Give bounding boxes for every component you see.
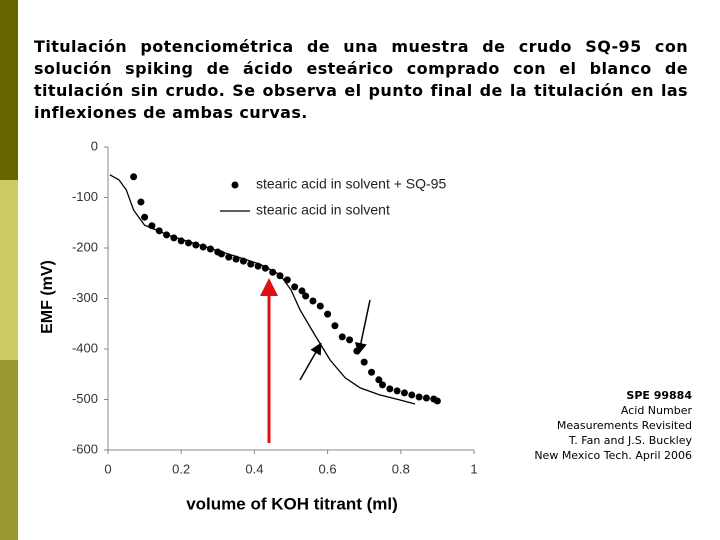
x-tick-label: 0.4 bbox=[245, 461, 263, 476]
x-tick-label: 0 bbox=[104, 461, 111, 476]
y-tick-label: -300 bbox=[72, 290, 98, 305]
citation-line: T. Fan and J.S. Buckley bbox=[568, 434, 692, 447]
data-point bbox=[316, 302, 324, 310]
y-tick-label: -400 bbox=[72, 340, 98, 355]
citation-line: Acid Number bbox=[620, 404, 692, 417]
x-tick-label: 0.8 bbox=[392, 461, 410, 476]
data-point bbox=[433, 397, 441, 405]
data-point bbox=[400, 389, 408, 397]
arrow bbox=[299, 342, 322, 381]
data-point bbox=[324, 310, 332, 318]
data-point bbox=[130, 173, 138, 181]
data-point bbox=[393, 387, 401, 395]
data-point bbox=[353, 347, 361, 355]
data-point bbox=[291, 283, 299, 291]
series-line bbox=[109, 174, 416, 405]
data-point bbox=[331, 322, 339, 330]
x-axis-label: volume of KOH titrant (ml) bbox=[186, 494, 398, 513]
data-point bbox=[408, 391, 416, 399]
y-tick-label: -100 bbox=[72, 189, 98, 204]
y-tick-label: -200 bbox=[72, 239, 98, 254]
x-tick-label: 0.2 bbox=[172, 461, 190, 476]
arrow bbox=[354, 299, 371, 355]
y-tick-label: 0 bbox=[91, 138, 98, 153]
data-point bbox=[225, 253, 233, 261]
data-point bbox=[422, 394, 430, 402]
legend-label: stearic acid in solvent + SQ-95 bbox=[256, 176, 446, 192]
data-point bbox=[368, 368, 376, 376]
data-point bbox=[346, 336, 354, 344]
x-tick-label: 0.6 bbox=[319, 461, 337, 476]
y-tick-label: -600 bbox=[72, 441, 98, 456]
data-point bbox=[141, 213, 149, 221]
data-point bbox=[298, 287, 306, 295]
data-point bbox=[309, 297, 317, 305]
data-point bbox=[379, 381, 386, 389]
citation-line: Measurements Revisited bbox=[556, 419, 692, 432]
x-tick-label: 1 bbox=[470, 461, 477, 476]
caption: Titulación potenciométrica de una muestr… bbox=[34, 37, 688, 122]
data-point bbox=[338, 333, 346, 341]
data-point bbox=[415, 393, 423, 401]
citation-line: New Mexico Tech. April 2006 bbox=[534, 449, 692, 462]
data-point bbox=[386, 385, 394, 393]
citation: SPE 99884 Acid Number Measurements Revisit… bbox=[534, 388, 692, 463]
y-tick-label: -500 bbox=[72, 391, 98, 406]
legend-label: stearic acid in solvent bbox=[256, 202, 390, 218]
side-bar bbox=[0, 180, 18, 360]
citation-line: SPE 99884 bbox=[626, 389, 692, 402]
side-bar bbox=[0, 360, 18, 540]
y-axis-label: EMF (mV) bbox=[39, 260, 56, 334]
legend-swatch bbox=[231, 181, 239, 189]
data-point bbox=[137, 198, 145, 206]
data-point bbox=[375, 376, 383, 384]
side-bar bbox=[0, 0, 18, 180]
data-point bbox=[360, 358, 368, 366]
data-point bbox=[302, 292, 310, 300]
